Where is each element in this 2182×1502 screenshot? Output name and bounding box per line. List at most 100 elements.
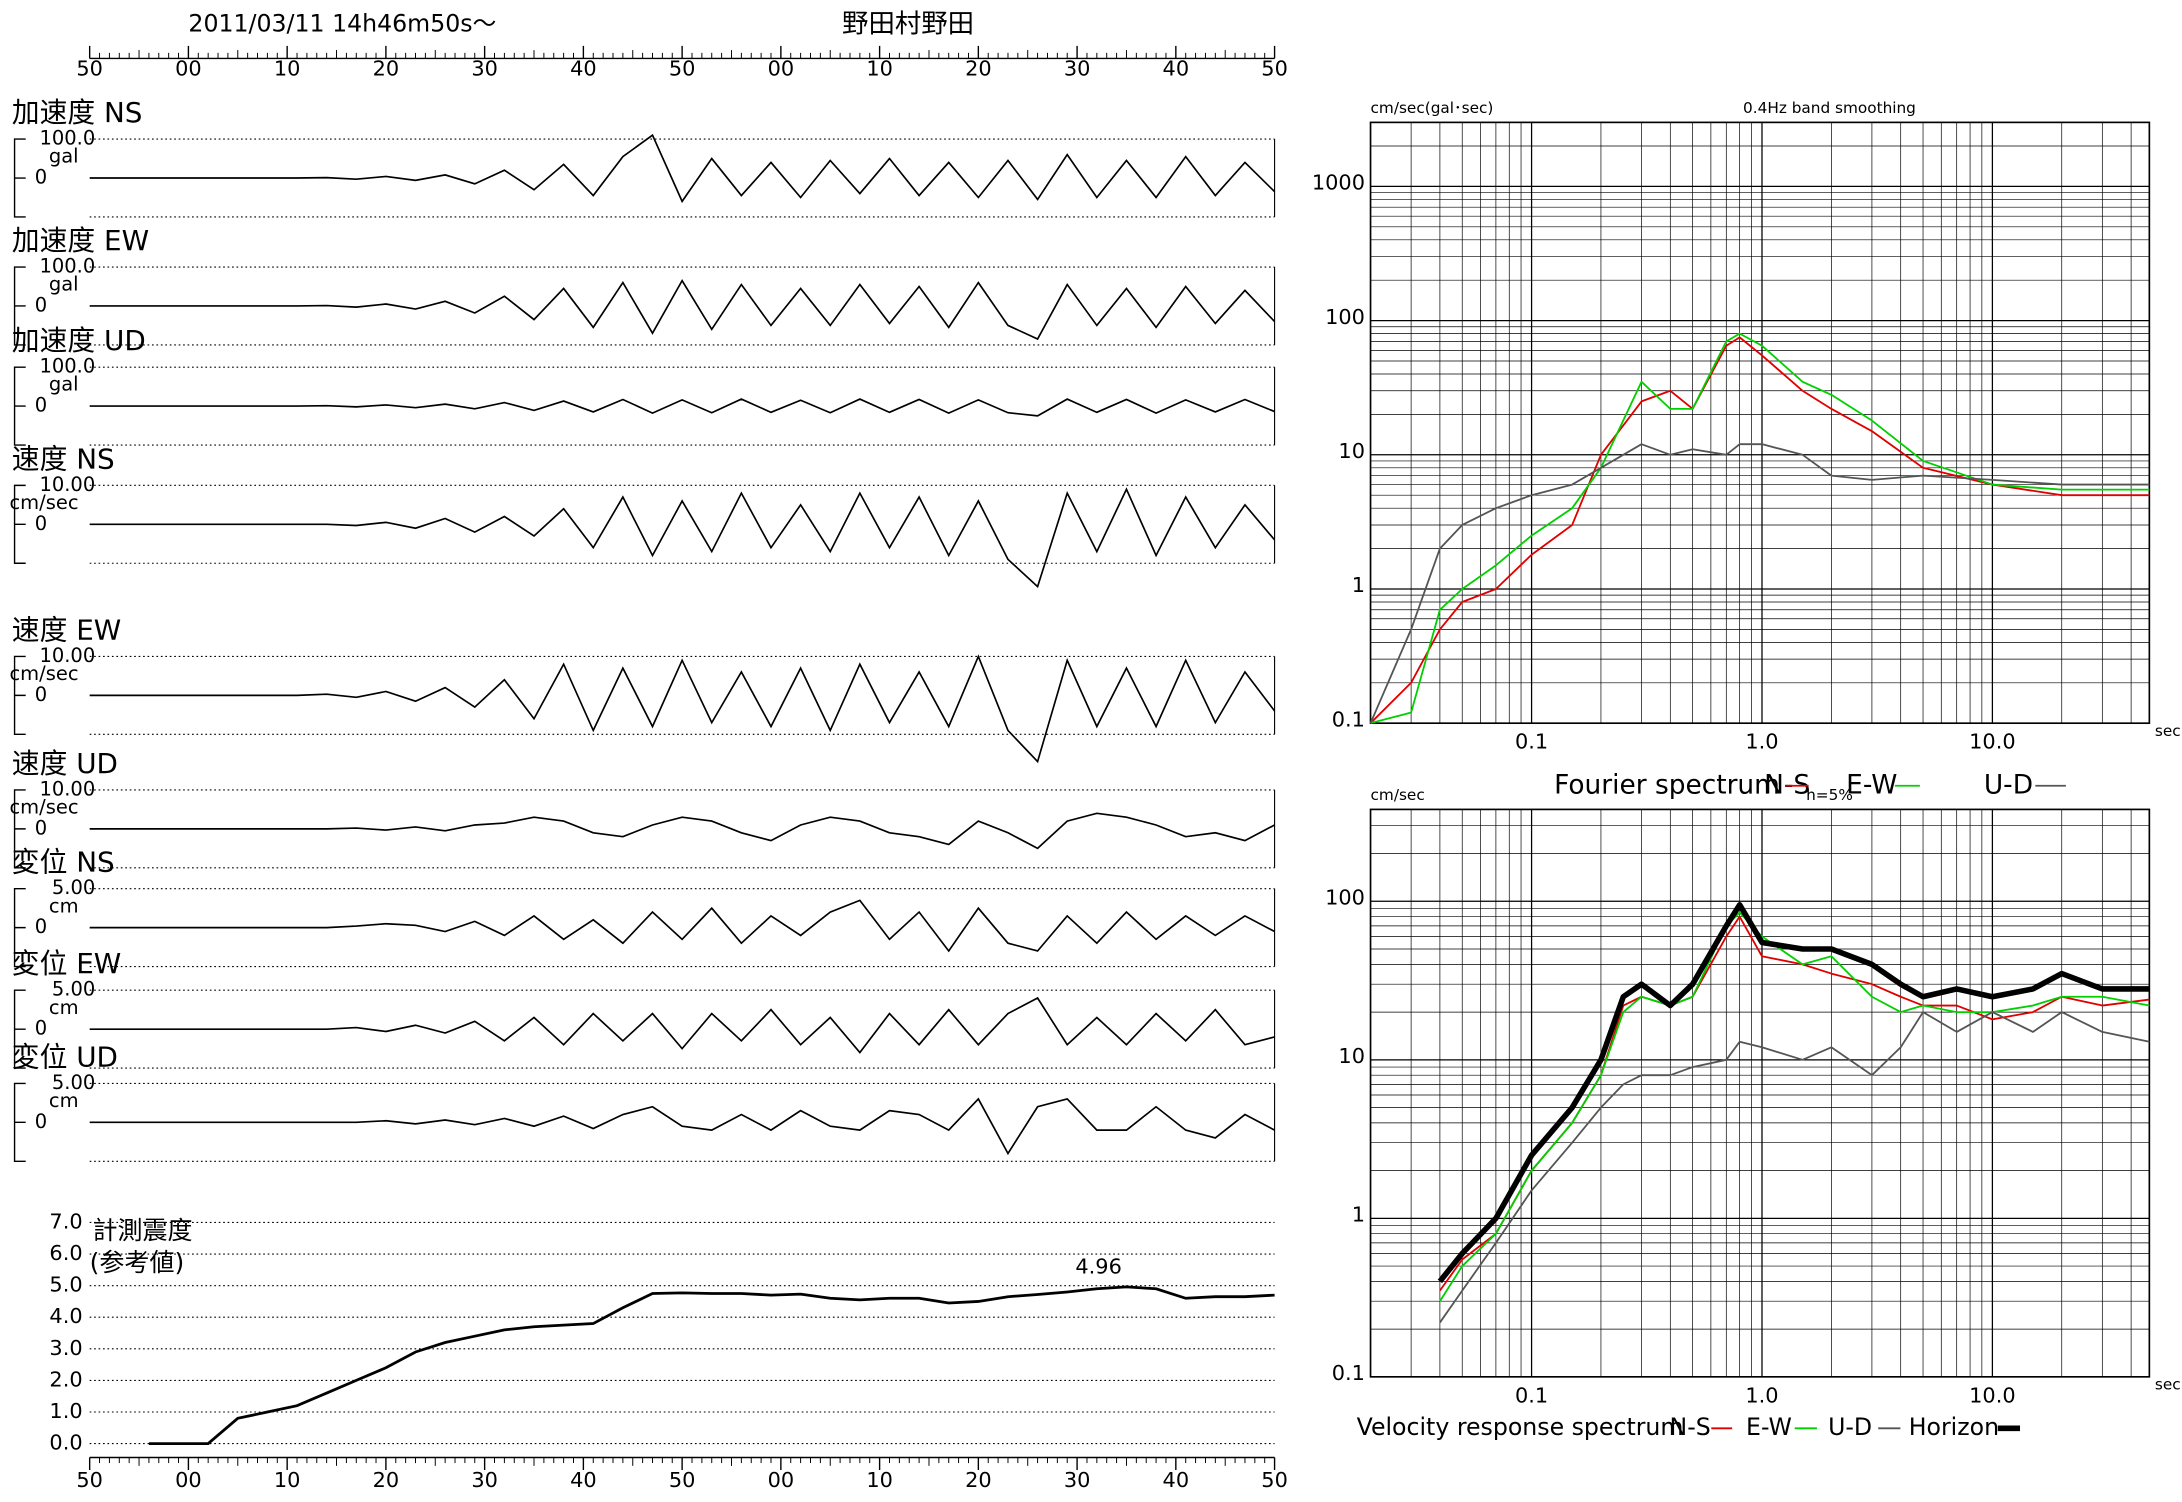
legend-label: N-S (1764, 769, 1810, 800)
spectrum-line (1370, 332, 2150, 725)
zero-label: 0 (35, 915, 47, 938)
x-tick-label: 1.0 (1745, 1383, 1778, 1407)
zero-label: 0 (35, 1110, 47, 1133)
x-tick-label: 20 (373, 57, 400, 81)
legend-caption: Velocity response spectrum (1357, 1413, 1684, 1441)
y-tick-label: 3.0 (49, 1336, 82, 1360)
trace-bracket (13, 989, 26, 1069)
trace (89, 398, 1275, 417)
x-tick-label: 50 (76, 57, 103, 81)
trace-bracket (13, 655, 26, 736)
x-tick-label: 1.0 (1745, 730, 1778, 754)
y-tick-label: 6.0 (49, 1241, 82, 1265)
x-tick-label: 00 (768, 1468, 795, 1492)
x-tick-label: 20 (965, 57, 992, 81)
y-unit: cm/sec(gal･sec) (1371, 99, 1494, 117)
scale-label: 5.00 (52, 1071, 95, 1094)
y-tick-label: 100 (1325, 886, 1365, 910)
spectrum-line (1437, 902, 2150, 1284)
scale-label: 100.0 (39, 355, 95, 378)
x-tick-label: 0.1 (1515, 1383, 1548, 1407)
trace (89, 279, 1276, 341)
x-tick-label: 10 (274, 1468, 301, 1492)
x-tick-label: 00 (175, 1468, 202, 1492)
unit-label: gal (49, 145, 79, 168)
zero-label: 0 (35, 1017, 47, 1040)
x-tick-label: 10.0 (1969, 730, 2015, 754)
x-unit: sec (2155, 1376, 2181, 1394)
spectrum-line (1369, 336, 2150, 724)
spectrum-line (1439, 1011, 2150, 1324)
x-tick-label: 10.0 (1969, 1383, 2015, 1407)
zero-label: 0 (35, 166, 47, 189)
x-tick-label: 40 (570, 1468, 597, 1492)
legend-label: U-D (1828, 1413, 1872, 1441)
station-name: 野田村野田 (842, 9, 974, 40)
chart-title: 2011/03/11 14h46m50s〜 (188, 10, 496, 38)
scale-label: 10.00 (39, 473, 95, 496)
y-unit: cm/sec (1371, 786, 1425, 804)
plot-frame (1369, 121, 2151, 725)
legend-label: N-S (1670, 1413, 1711, 1441)
x-tick-label: 10 (274, 57, 301, 81)
y-tick-label: 10 (1338, 439, 1365, 463)
trace-bracket (13, 887, 26, 968)
legend-label: Horizon (1909, 1413, 1999, 1441)
y-tick-label: 1 (1352, 1203, 1365, 1227)
intensity-line (148, 1285, 1275, 1445)
trace (89, 899, 1275, 953)
unit-label: cm (49, 996, 79, 1019)
trace-label: 速度 UD (12, 747, 118, 780)
y-tick-label: 0.1 (1332, 707, 1365, 731)
trace-bracket (13, 789, 26, 869)
trace-bracket (13, 266, 26, 346)
x-unit: sec (2155, 722, 2181, 740)
panel-title: h=5% (1806, 786, 1853, 804)
unit-label: gal (49, 273, 79, 296)
y-tick-label: 2.0 (49, 1367, 82, 1391)
y-tick-label: 1.0 (49, 1399, 82, 1423)
x-tick-label: 50 (1261, 57, 1288, 81)
spectrum-line (1439, 915, 2150, 1292)
trace-label: 加速度 UD (12, 324, 146, 357)
y-tick-label: 0.1 (1332, 1361, 1365, 1385)
legend-caption: Fourier spectrum (1554, 769, 1780, 800)
zero-label: 0 (35, 683, 47, 706)
x-tick-label: 30 (471, 1468, 498, 1492)
trace (89, 996, 1275, 1054)
x-tick-label: 20 (965, 1468, 992, 1492)
x-tick-label: 00 (768, 57, 795, 81)
trace-label: 速度 NS (12, 442, 115, 475)
trace-label: 速度 EW (12, 613, 121, 646)
x-tick-label: 30 (1064, 57, 1091, 81)
trace-bracket (13, 366, 26, 446)
zero-label: 0 (35, 816, 47, 839)
trace-label: 変位 EW (12, 947, 121, 980)
x-tick-label: 0.1 (1515, 730, 1548, 754)
plot-frame (1369, 808, 2151, 1378)
panel-subtitle: (参考値) (90, 1248, 185, 1277)
unit-label: cm (49, 1089, 79, 1112)
y-tick-label: 10 (1338, 1044, 1365, 1068)
zero-label: 0 (35, 394, 47, 417)
unit-label: gal (49, 373, 79, 396)
scale-label: 100.0 (39, 255, 95, 278)
trace-label: 加速度 EW (12, 224, 149, 257)
trace-label: 加速度 NS (12, 96, 143, 129)
peak-label: 4.96 (1075, 1254, 1121, 1278)
x-tick-label: 40 (1163, 1468, 1190, 1492)
spectrum-line (1369, 443, 2150, 724)
x-tick-label: 30 (1064, 1468, 1091, 1492)
y-tick-label: 5.0 (49, 1273, 82, 1297)
y-tick-label: 100 (1325, 305, 1365, 329)
panel-title: 計測震度 (92, 1216, 192, 1245)
trace (89, 133, 1276, 204)
scale-label: 5.00 (52, 978, 95, 1001)
legend-label: E-W (1846, 769, 1897, 800)
legend-label: U-D (1984, 769, 2033, 800)
x-tick-label: 50 (669, 1468, 696, 1492)
x-tick-label: 50 (669, 57, 696, 81)
unit-label: cm (49, 894, 79, 917)
